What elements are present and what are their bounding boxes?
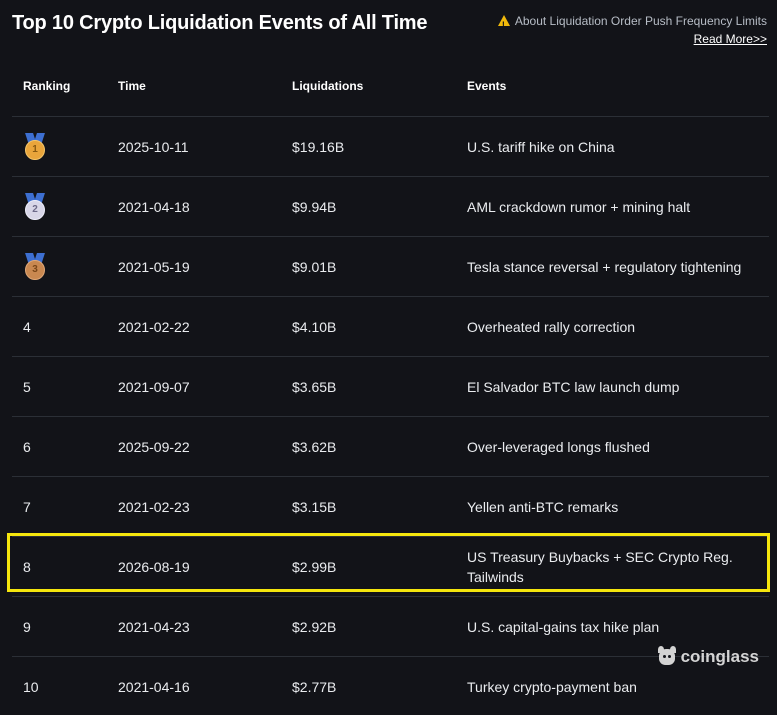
event-cell: El Salvador BTC law launch dump [467,356,769,417]
silver-medal-icon: 2 [23,192,47,221]
coinglass-watermark: coinglass [657,646,759,668]
liquidations-cell: $9.01B [292,236,467,297]
event-cell: U.S. tariff hike on China [467,116,769,177]
time-cell: 2025-09-22 [118,416,292,477]
table-row: 3 2021-05-19 $9.01B Tesla stance reversa… [12,236,769,297]
liquidations-cell: $4.10B [292,296,467,357]
event-cell: AML crackdown rumor + mining halt [467,176,769,237]
page-title: Top 10 Crypto Liquidation Events of All … [12,12,428,34]
event-cell: Overheated rally correction [467,296,769,357]
time-cell: 2025-10-11 [118,116,292,177]
gold-medal-icon: 1 [23,132,47,161]
liquidations-cell: $2.99B [292,536,467,597]
liquidations-cell: $9.94B [292,176,467,237]
rank-cell: 3 [12,236,118,297]
table-row: 2 2021-04-18 $9.94B AML crackdown rumor … [12,176,769,237]
time-cell: 2021-04-18 [118,176,292,237]
warning-icon [497,15,510,34]
table-row: 5 2021-09-07 $3.65B El Salvador BTC law … [12,356,769,417]
rank-cell: 6 [12,416,118,477]
notice: About Liquidation Order Push Frequency L… [497,12,767,48]
bronze-medal-icon: 3 [23,252,47,281]
table-row-highlighted: 8 2026-08-19 $2.99B US Treasury Buybacks… [12,536,769,597]
event-cell: US Treasury Buybacks + SEC Crypto Reg. T… [467,536,769,597]
column-header-time[interactable]: Time [118,56,292,117]
table-row: 6 2025-09-22 $3.62B Over-leveraged longs… [12,416,769,477]
time-cell: 2021-02-23 [118,476,292,537]
liquidations-cell: $2.92B [292,596,467,657]
liquidations-cell: $3.15B [292,476,467,537]
column-header-liquidations[interactable]: Liquidations [292,56,467,117]
table-row: 1 2025-10-11 $19.16B U.S. tariff hike on… [12,116,769,177]
rank-cell: 8 [12,536,118,597]
table-header-row: Ranking Time Liquidations Events [12,56,769,117]
column-header-events[interactable]: Events [467,56,769,117]
liquidations-cell: $3.62B [292,416,467,477]
rank-cell: 9 [12,596,118,657]
liquidation-table: Ranking Time Liquidations Events 1 2025-… [12,56,769,715]
table-row: 9 2021-04-23 $2.92B U.S. capital-gains t… [12,596,769,657]
time-cell: 2021-05-19 [118,236,292,297]
event-cell: Tesla stance reversal + regulatory tight… [467,236,769,297]
table-row: 4 2021-02-22 $4.10B Overheated rally cor… [12,296,769,357]
rank-cell: 4 [12,296,118,357]
rank-cell: 1 [12,116,118,177]
time-cell: 2026-08-19 [118,536,292,597]
time-cell: 2021-04-23 [118,596,292,657]
time-cell: 2021-02-22 [118,296,292,357]
event-cell: Yellen anti-BTC remarks [467,476,769,537]
table-row: 7 2021-02-23 $3.15B Yellen anti-BTC rema… [12,476,769,537]
rank-cell: 7 [12,476,118,537]
liquidations-cell: $3.65B [292,356,467,417]
rank-cell: 2 [12,176,118,237]
time-cell: 2021-09-07 [118,356,292,417]
rank-cell: 5 [12,356,118,417]
notice-text: About Liquidation Order Push Frequency L… [514,14,767,28]
column-header-ranking[interactable]: Ranking [12,56,118,117]
time-cell: 2021-04-16 [118,678,190,695]
liquidations-cell: $2.77B [292,678,337,695]
liquidations-cell: $19.16B [292,116,467,177]
event-cell: U.S. capital-gains tax hike plan [467,596,769,657]
event-cell: Turkey crypto-payment ban [467,678,637,695]
event-cell: Over-leveraged longs flushed [467,416,769,477]
coinglass-logo-icon [657,646,677,668]
rank-cell: 10 [23,678,39,695]
table-row: 10 2021-04-16 $2.77B Turkey crypto-payme… [12,657,769,715]
read-more-link[interactable]: Read More>> [693,32,767,46]
watermark-text: coinglass [680,647,759,666]
